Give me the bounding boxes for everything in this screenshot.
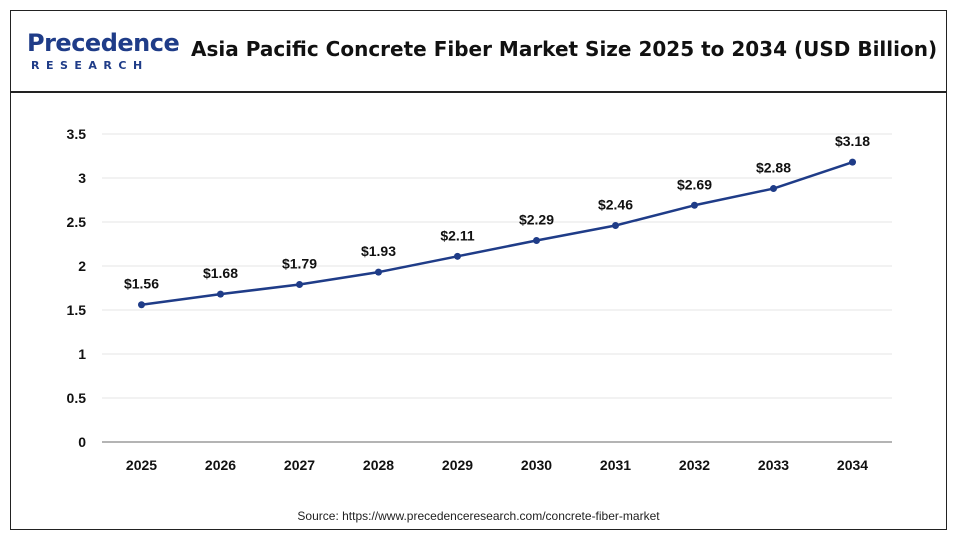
header: Precedence RESEARCH Asia Pacific Concret… <box>11 11 946 93</box>
y-tick-label: 2.5 <box>67 214 87 230</box>
y-tick-label: 3.5 <box>67 126 87 142</box>
logo-sub-text: RESEARCH <box>31 59 149 72</box>
data-point <box>533 236 540 244</box>
logo-main-text: Precedence <box>27 29 180 57</box>
data-point <box>138 301 145 309</box>
chart-frame: Precedence RESEARCH Asia Pacific Concret… <box>10 10 947 530</box>
data-label: $1.68 <box>203 265 238 281</box>
y-tick-label: 0 <box>78 434 86 450</box>
precedence-research-logo: Precedence RESEARCH <box>27 29 187 77</box>
series-line <box>141 160 853 306</box>
x-tick-label: 2029 <box>442 457 473 473</box>
data-point <box>849 158 856 166</box>
x-tick-label: 2028 <box>363 457 394 473</box>
x-tick-label: 2033 <box>758 457 789 473</box>
y-tick-label: 0.5 <box>67 390 87 406</box>
data-label: $2.69 <box>677 176 712 192</box>
x-tick-label: 2034 <box>837 457 868 473</box>
chart-title: Asia Pacific Concrete Fiber Market Size … <box>191 37 938 61</box>
data-label: $1.93 <box>361 243 396 259</box>
data-point <box>296 280 303 288</box>
data-point <box>217 290 224 298</box>
y-tick-label: 1 <box>78 346 86 362</box>
data-label: $1.79 <box>282 255 317 271</box>
data-label: $2.11 <box>440 227 474 243</box>
y-tick-label: 1.5 <box>67 302 87 318</box>
data-point <box>770 185 777 193</box>
data-point <box>691 201 698 209</box>
data-label: $1.56 <box>124 276 159 292</box>
data-label: $2.88 <box>756 160 791 176</box>
y-tick-label: 2 <box>78 258 86 274</box>
x-tick-label: 2025 <box>126 457 157 473</box>
x-tick-label: 2032 <box>679 457 710 473</box>
y-tick-label: 3 <box>78 170 86 186</box>
data-point <box>612 222 619 230</box>
x-tick-label: 2031 <box>600 457 631 473</box>
data-label: $2.29 <box>519 211 554 227</box>
x-tick-label: 2027 <box>284 457 315 473</box>
source-note: Source: https://www.precedenceresearch.c… <box>297 509 660 523</box>
data-point <box>454 252 461 260</box>
x-tick-label: 2030 <box>521 457 552 473</box>
data-label: $2.46 <box>598 197 633 213</box>
data-point <box>375 268 382 276</box>
x-tick-label: 2026 <box>205 457 236 473</box>
data-label: $3.18 <box>835 133 870 149</box>
